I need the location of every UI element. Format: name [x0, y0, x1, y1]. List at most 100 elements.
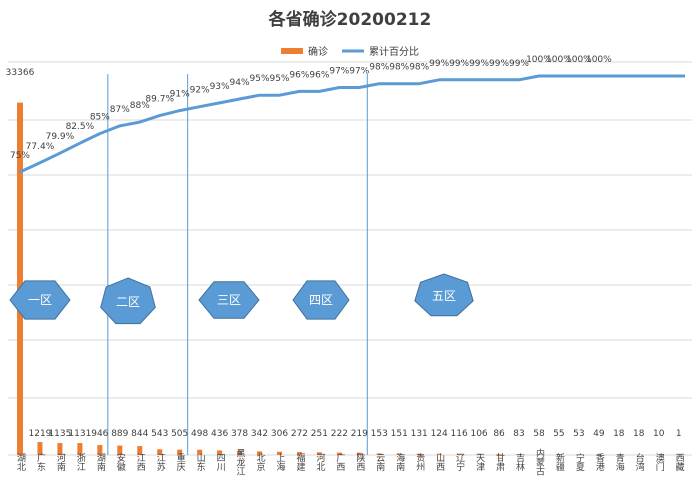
category-label-6: 江西	[135, 453, 146, 472]
bar-6	[137, 446, 143, 455]
bar-value-label-6: 844	[131, 429, 148, 439]
percent-label-14: 96%	[289, 70, 309, 80]
bar-value-label-22: 116	[451, 429, 468, 439]
zone-dividers	[107, 74, 368, 455]
chart-title: 各省确诊20200212	[268, 9, 432, 30]
bar-value-label-10: 436	[211, 429, 228, 439]
bar-19	[396, 453, 402, 455]
legend-swatch-confirmed	[281, 48, 303, 54]
bar-value-label-21: 124	[431, 429, 448, 439]
percent-label-26: 100%	[526, 55, 552, 65]
bar-value-label-0: 33366	[6, 68, 35, 78]
zone-label-5: 五区	[432, 289, 456, 303]
percent-label-12: 95%	[250, 74, 270, 84]
bar-value-label-5: 889	[111, 429, 128, 439]
bar-2	[57, 443, 63, 455]
percent-label-2: 79.9%	[46, 132, 75, 142]
bar-value-label-7: 543	[151, 429, 168, 439]
bar-value-label-19: 151	[391, 429, 408, 439]
category-label-28: 宁夏	[574, 452, 585, 471]
percent-label-5: 87%	[110, 105, 130, 115]
zone-shape-3	[198, 281, 260, 319]
percent-label-6: 88%	[130, 101, 150, 111]
cumulative-line	[19, 74, 685, 174]
bar-14	[296, 452, 302, 455]
bar-5	[117, 445, 123, 455]
percent-label-22: 99%	[449, 59, 469, 69]
bar-15	[316, 452, 322, 455]
bar-value-label-8: 505	[171, 429, 188, 439]
bar-value-label-12: 342	[251, 429, 268, 439]
category-label-18: 云南	[374, 453, 385, 471]
bar-17	[356, 452, 362, 455]
bar-value-label-11: 378	[231, 429, 248, 439]
category-label-16: 广西	[334, 452, 345, 472]
bar-value-label-23: 106	[470, 429, 487, 439]
category-label-24: 甘肃	[494, 452, 505, 472]
bar-value-label-18: 153	[371, 429, 388, 439]
zone-label-2: 二区	[116, 295, 140, 309]
bar-24	[496, 454, 502, 455]
zone-label-3: 三区	[217, 293, 241, 307]
bar-26	[536, 454, 542, 455]
bar-value-label-17: 219	[351, 429, 368, 439]
bar-value-label-9: 498	[191, 429, 208, 439]
bar-value-label-2: 1135	[48, 429, 71, 439]
cumulative-line-series	[19, 74, 685, 174]
category-label-5: 安徽	[115, 452, 126, 472]
bar-value-label-20: 131	[411, 429, 428, 439]
bar-value-label-13: 306	[271, 429, 288, 439]
percent-label-16: 97%	[329, 67, 349, 77]
percent-label-1: 77.4%	[26, 142, 55, 152]
category-label-14: 福建	[294, 452, 305, 472]
bar-value-label-16: 222	[331, 429, 348, 439]
percent-label-24: 99%	[489, 59, 509, 69]
bar-value-label-31: 18	[633, 429, 645, 439]
bar-value-label-24: 86	[493, 429, 505, 439]
bar-0	[17, 102, 23, 455]
gridlines	[8, 61, 692, 456]
bar-value-label-3: 1131	[68, 429, 91, 439]
cumulative-percent-labels: 75%77.4%79.9%82.5%85%87% 88%89.7%91% 92% 93…	[10, 55, 612, 161]
bar-series	[17, 102, 682, 455]
percent-label-25: 99%	[509, 59, 529, 69]
category-label-9: 山东	[195, 453, 206, 471]
category-label-21: 山西	[434, 453, 445, 472]
bar-18	[376, 453, 382, 455]
bar-value-label-25: 83	[513, 429, 524, 439]
bar-value-label-26: 58	[533, 429, 545, 439]
zone-markers: 一区 二区 三区 四区 五区	[9, 273, 474, 325]
percent-label-29: 100%	[586, 55, 612, 65]
category-label-0: 湖北	[15, 453, 26, 472]
category-label-2: 河南	[55, 452, 66, 471]
bar-22	[456, 453, 462, 455]
category-label-11: 黑龙江	[235, 448, 246, 476]
percent-label-23: 99%	[469, 59, 489, 69]
bar-16	[336, 452, 342, 455]
category-label-20: 贵州	[414, 452, 425, 471]
legend-label-cumulative: 累计百分比	[369, 45, 419, 58]
category-label-17: 陕西	[354, 452, 365, 472]
category-label-10: 四川	[215, 453, 226, 471]
category-label-12: 北京	[255, 453, 266, 472]
bar-9	[197, 449, 203, 455]
percent-label-28: 100%	[566, 55, 592, 65]
category-label-4: 湖南	[95, 453, 106, 471]
category-label-8: 重庆	[175, 452, 186, 472]
bar-value-label-29: 49	[593, 429, 605, 439]
bar-8	[177, 449, 183, 455]
bar-value-label-27: 55	[553, 429, 564, 439]
category-label-3: 浙江	[75, 452, 86, 472]
bar-25	[516, 454, 522, 455]
category-label-27: 新疆	[554, 452, 565, 472]
percent-label-21: 99%	[429, 59, 449, 69]
category-axis-labels: 湖北 广东 河南 浙江 湖南 安徽 江西 江苏 重庆 山东 四川 黑龙江 北京 上海 福建 河北 广西 陕西 云南海…	[15, 447, 684, 476]
percent-label-10: 93%	[210, 82, 230, 92]
percent-label-8: 91%	[170, 90, 190, 100]
bar-4	[97, 445, 103, 455]
bar-11	[237, 451, 243, 455]
category-label-23: 天津	[474, 453, 485, 472]
bar-3	[77, 443, 83, 455]
bar-28	[576, 454, 582, 455]
